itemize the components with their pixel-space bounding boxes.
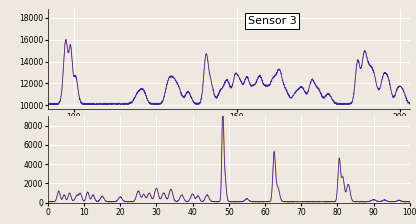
Text: Sensor 3: Sensor 3 (248, 16, 297, 26)
